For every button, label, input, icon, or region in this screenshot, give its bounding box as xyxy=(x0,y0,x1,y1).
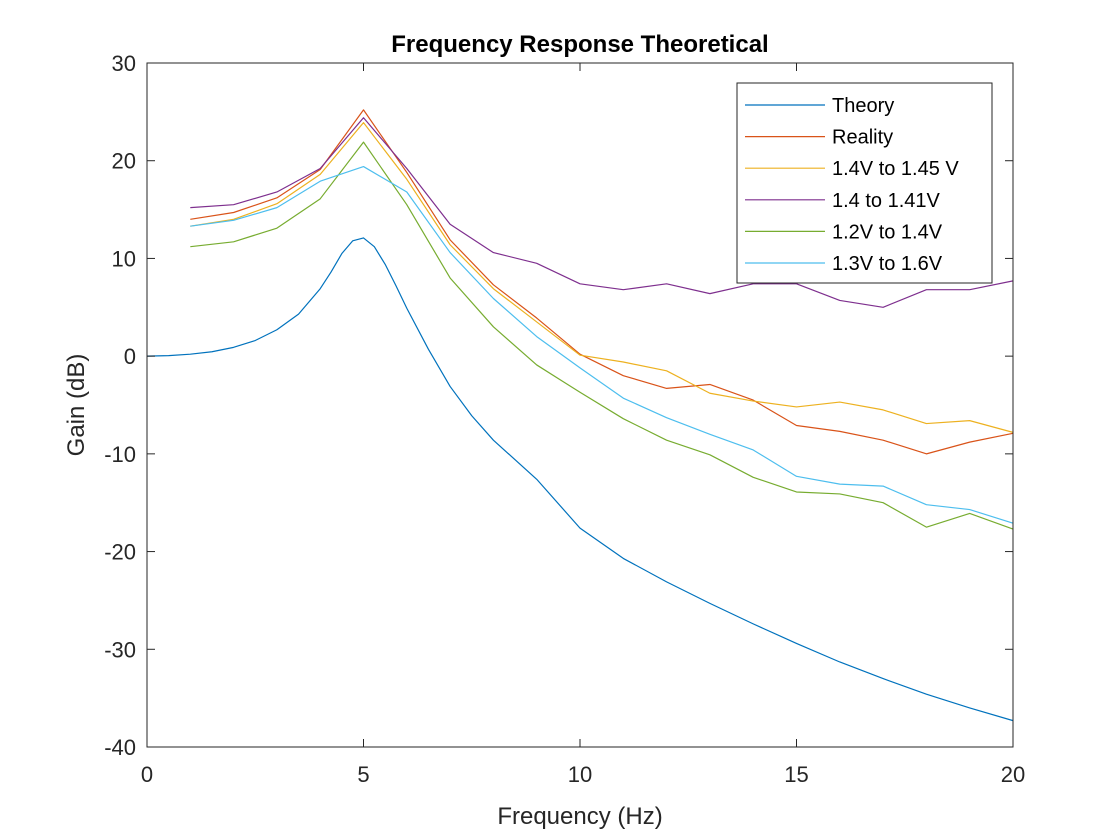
y-tick-label: 20 xyxy=(112,149,136,174)
y-tick-label: 10 xyxy=(112,246,136,271)
legend-entry-label: Reality xyxy=(832,127,893,149)
legend-box xyxy=(736,82,993,284)
y-axis-label: Gain (dB) xyxy=(63,354,90,457)
series-line-1-4v-to-1-45-v xyxy=(190,122,1014,433)
x-tick-label: 15 xyxy=(784,762,808,787)
legend-entry-label: 1.4V to 1.45 V xyxy=(832,158,959,180)
y-tick-label: -30 xyxy=(104,637,136,662)
series-layer xyxy=(146,109,1014,722)
legend-entry-label: 1.4 to 1.41V xyxy=(832,190,941,212)
y-tick-label: -10 xyxy=(104,442,136,467)
ticks-layer: 0 5 10 15 20 30 20 10 0 -10 -20 -30 -40 xyxy=(104,51,1025,787)
y-tick-label: 30 xyxy=(112,51,136,76)
y-tick-label: 0 xyxy=(124,344,136,369)
series-line-theory xyxy=(146,237,1014,722)
series-line-1-3v-to-1-6v xyxy=(190,165,1014,524)
legend: Theory Reality 1.4V to 1.45 V 1.4 to 1.41V 1… xyxy=(736,82,993,284)
x-tick-label: 20 xyxy=(1001,762,1025,787)
legend-entry-label: Theory xyxy=(832,95,894,117)
series-line-1-4-to-1-41v xyxy=(190,117,1014,308)
chart-title: Frequency Response Theoretical xyxy=(391,31,768,58)
y-tick-label: -20 xyxy=(104,540,136,565)
series-line-1-2v-to-1-4v xyxy=(190,141,1014,530)
x-tick-label: 10 xyxy=(568,762,592,787)
y-tick-label: -40 xyxy=(104,735,136,760)
legend-entry-label: 1.3V to 1.6V xyxy=(832,253,943,275)
x-axis-label: Frequency (Hz) xyxy=(497,803,662,830)
x-tick-label: 0 xyxy=(141,762,153,787)
legend-entry-label: 1.2V to 1.4V xyxy=(832,221,943,243)
x-tick-label: 5 xyxy=(357,762,369,787)
